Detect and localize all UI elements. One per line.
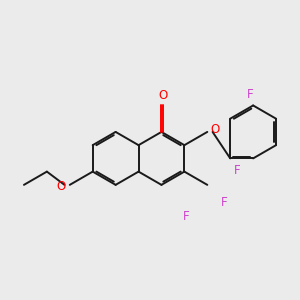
Text: F: F bbox=[247, 88, 254, 101]
Text: F: F bbox=[233, 164, 240, 177]
Text: O: O bbox=[57, 180, 66, 193]
Text: F: F bbox=[183, 210, 190, 224]
Text: O: O bbox=[210, 123, 219, 136]
Text: F: F bbox=[221, 196, 228, 209]
Text: O: O bbox=[158, 89, 167, 102]
